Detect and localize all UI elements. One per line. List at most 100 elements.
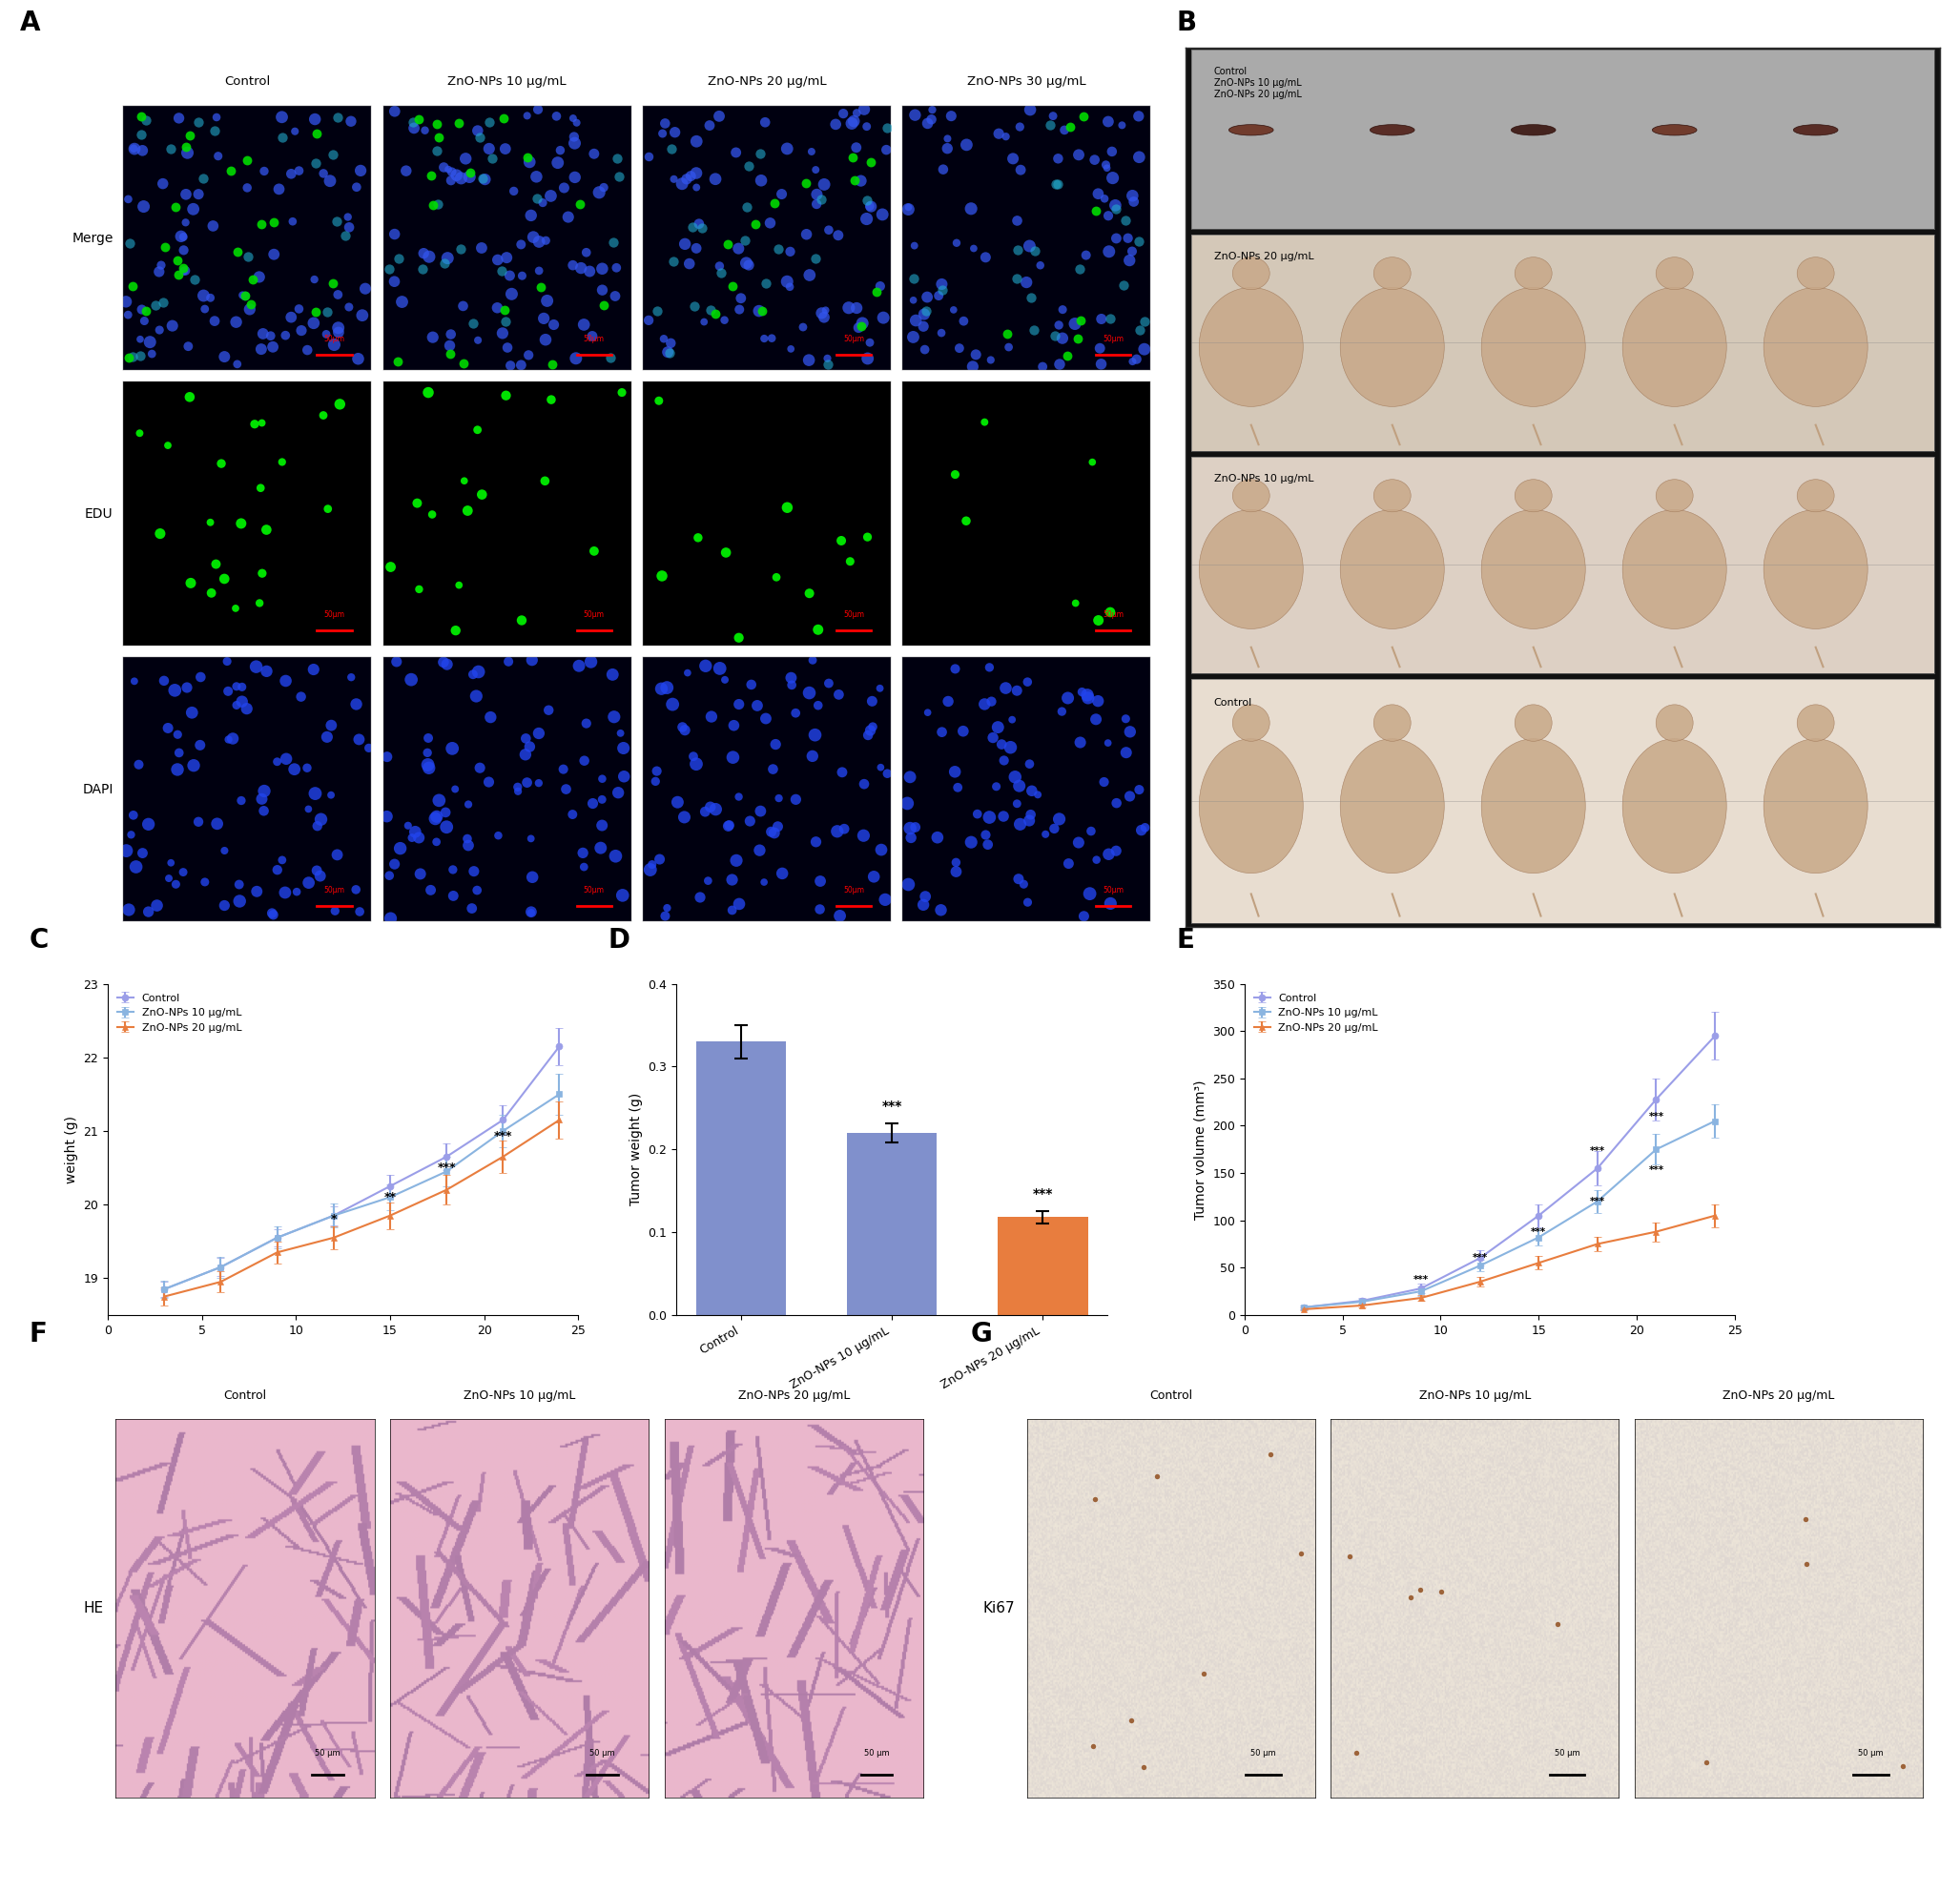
Point xyxy=(568,310,600,341)
Point xyxy=(684,882,715,912)
Point xyxy=(482,244,514,274)
Point xyxy=(341,874,372,904)
Point xyxy=(241,651,272,681)
Ellipse shape xyxy=(1797,479,1835,513)
Point xyxy=(490,380,521,411)
Point xyxy=(845,166,876,197)
Point xyxy=(492,333,523,363)
Point xyxy=(641,757,672,787)
Ellipse shape xyxy=(1656,479,1693,513)
Text: 50 μm: 50 μm xyxy=(1250,1748,1276,1758)
Point xyxy=(1254,1440,1286,1470)
Point xyxy=(427,647,459,677)
Point xyxy=(990,121,1021,151)
Point xyxy=(125,100,157,131)
Point xyxy=(280,876,312,906)
Point xyxy=(602,144,633,174)
Point xyxy=(1004,770,1035,800)
Text: ***: *** xyxy=(882,1099,902,1112)
Point xyxy=(221,672,253,702)
Point xyxy=(114,227,145,257)
Point xyxy=(194,507,225,537)
Point xyxy=(1066,677,1098,708)
Point xyxy=(847,308,878,339)
Point xyxy=(1086,305,1117,335)
Point xyxy=(1043,168,1074,199)
Point xyxy=(911,282,943,312)
Bar xyxy=(998,1217,1088,1315)
Point xyxy=(125,119,157,149)
Point xyxy=(1100,191,1131,221)
Point xyxy=(780,785,811,815)
Point xyxy=(972,829,1004,859)
Text: 50μm: 50μm xyxy=(843,335,864,342)
Point xyxy=(1064,254,1096,284)
Point xyxy=(576,322,608,352)
Point xyxy=(1000,762,1031,793)
Point xyxy=(202,142,233,172)
Point xyxy=(898,263,929,293)
Ellipse shape xyxy=(1656,257,1693,289)
Point xyxy=(600,282,631,312)
Point xyxy=(374,254,406,284)
Point xyxy=(431,812,463,842)
Point xyxy=(218,723,249,753)
Point xyxy=(1405,1574,1437,1604)
Point xyxy=(441,161,472,191)
Ellipse shape xyxy=(1370,125,1415,136)
Point xyxy=(659,165,690,195)
Point xyxy=(745,138,776,168)
Point xyxy=(802,615,833,645)
Ellipse shape xyxy=(1623,509,1727,628)
Point xyxy=(690,797,721,827)
Point xyxy=(318,140,349,170)
Point xyxy=(257,899,288,929)
Point xyxy=(1111,223,1143,254)
Point xyxy=(794,259,825,289)
Point xyxy=(827,98,858,129)
Ellipse shape xyxy=(1793,125,1838,136)
Text: 50μm: 50μm xyxy=(1103,335,1123,342)
Point xyxy=(808,168,839,199)
Point xyxy=(421,110,453,140)
Ellipse shape xyxy=(1515,479,1552,513)
Text: ***: *** xyxy=(1648,1111,1664,1120)
Point xyxy=(257,331,288,361)
Point xyxy=(762,233,794,263)
Point xyxy=(155,134,186,165)
Point xyxy=(149,666,180,696)
Point xyxy=(1109,204,1141,235)
Point xyxy=(292,753,323,783)
Text: **: ** xyxy=(384,1190,396,1203)
Point xyxy=(907,312,939,342)
Point xyxy=(1015,282,1047,312)
Text: Control: Control xyxy=(1151,1389,1192,1402)
Point xyxy=(468,165,500,195)
Point xyxy=(1094,838,1125,868)
Point xyxy=(298,308,329,339)
Y-axis label: weight (g): weight (g) xyxy=(65,1116,78,1182)
Point xyxy=(723,889,755,920)
Point xyxy=(678,291,710,322)
Point xyxy=(757,324,788,354)
Point xyxy=(127,838,159,868)
Bar xyxy=(847,1133,937,1315)
Point xyxy=(353,732,384,762)
Point xyxy=(833,293,864,324)
Point xyxy=(956,352,988,382)
Point xyxy=(696,295,727,325)
Point xyxy=(733,151,764,182)
Point xyxy=(680,157,711,187)
Point xyxy=(510,740,541,770)
Point xyxy=(443,569,474,600)
Point xyxy=(600,840,631,870)
Point xyxy=(482,293,514,324)
Point xyxy=(921,823,953,853)
Text: Control: Control xyxy=(225,76,270,87)
Point xyxy=(894,762,925,793)
Point xyxy=(847,310,878,341)
Point xyxy=(1062,324,1094,354)
Point xyxy=(892,195,923,225)
Point xyxy=(802,691,833,721)
Point xyxy=(302,812,333,842)
